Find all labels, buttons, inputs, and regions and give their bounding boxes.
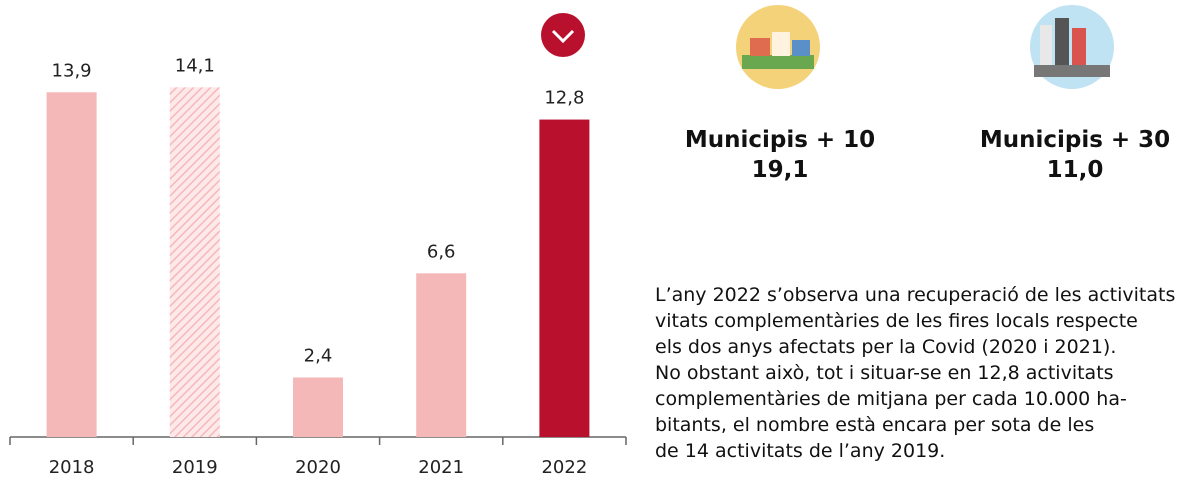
value-label: 13,9	[52, 60, 92, 81]
bar	[293, 377, 343, 437]
paragraph-line: L’any 2022 s’observa una recuperació de …	[655, 284, 1176, 306]
down-indicator	[541, 13, 585, 57]
x-tick-label: 2020	[295, 457, 341, 478]
icon-town	[736, 5, 820, 89]
paragraph-line: vitats complementàries de les fires loca…	[655, 310, 1138, 332]
icon-part	[792, 40, 810, 56]
chart: 13,9 2018 14,1 2019 2,4 2020 6,6 2021 12,8 2022	[9, 13, 627, 478]
paragraph-line: No obstant això, tot i situar-se en 12,8…	[655, 362, 1114, 384]
icon-city	[1030, 5, 1114, 89]
bar	[539, 119, 590, 437]
x-tick-label: 2022	[541, 457, 587, 478]
value-label: 14,1	[175, 55, 215, 76]
paragraph-line: complementàries de mitjana per cada 10.0…	[655, 388, 1127, 410]
stat-value: 19,1	[751, 157, 809, 183]
icon-part	[1040, 25, 1052, 65]
value-label: 2,4	[304, 345, 333, 366]
paragraph-line: els dos anys afectats per la Covid (2020…	[655, 336, 1117, 358]
paragraph: L’any 2022 s’observa una recuperació de …	[655, 282, 1177, 464]
paragraph-line: de 14 activitats de l’any 2019.	[655, 440, 946, 462]
stat-label: Municipis + 10	[684, 127, 876, 153]
x-tick-label: 2018	[49, 457, 95, 478]
chevron	[551, 29, 575, 44]
icon-part	[742, 55, 814, 69]
bar	[416, 273, 467, 437]
value-label: 6,6	[427, 241, 456, 262]
icon-part	[772, 32, 790, 56]
x-tick-label: 2019	[172, 457, 218, 478]
x-tick-label: 2021	[418, 457, 464, 478]
paragraph-line: bitants, el nombre està encara per sota …	[655, 414, 1095, 436]
icon-part	[1034, 65, 1110, 77]
icon-part	[1072, 28, 1086, 65]
stat-value: 11,0	[1046, 157, 1104, 183]
bar	[46, 92, 97, 437]
bar	[169, 87, 220, 437]
value-label: 12,8	[544, 88, 584, 109]
icon-part	[1055, 18, 1069, 65]
stat-label: Municipis + 30	[979, 127, 1171, 153]
icon-part	[750, 38, 770, 56]
